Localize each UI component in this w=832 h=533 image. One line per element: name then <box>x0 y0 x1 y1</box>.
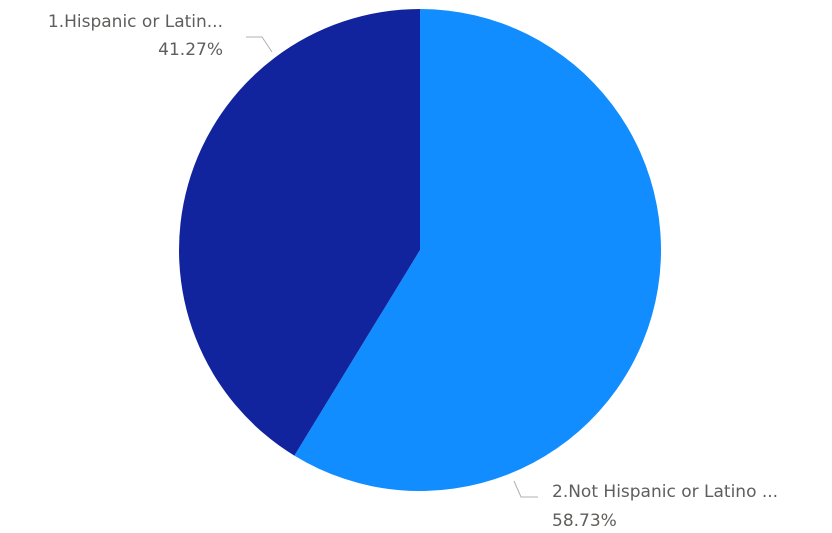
leader-line-not-hispanic <box>514 481 538 497</box>
leader-line-hispanic <box>246 37 272 52</box>
pie-slices <box>179 9 661 491</box>
slice-label-not-hispanic: 2.Not Hispanic or Latino ... <box>552 482 778 502</box>
slice-label-hispanic: 1.Hispanic or Latin... <box>48 12 223 32</box>
slice-value-hispanic: 41.27% <box>158 40 223 60</box>
slice-value-not-hispanic: 58.73% <box>552 511 617 531</box>
